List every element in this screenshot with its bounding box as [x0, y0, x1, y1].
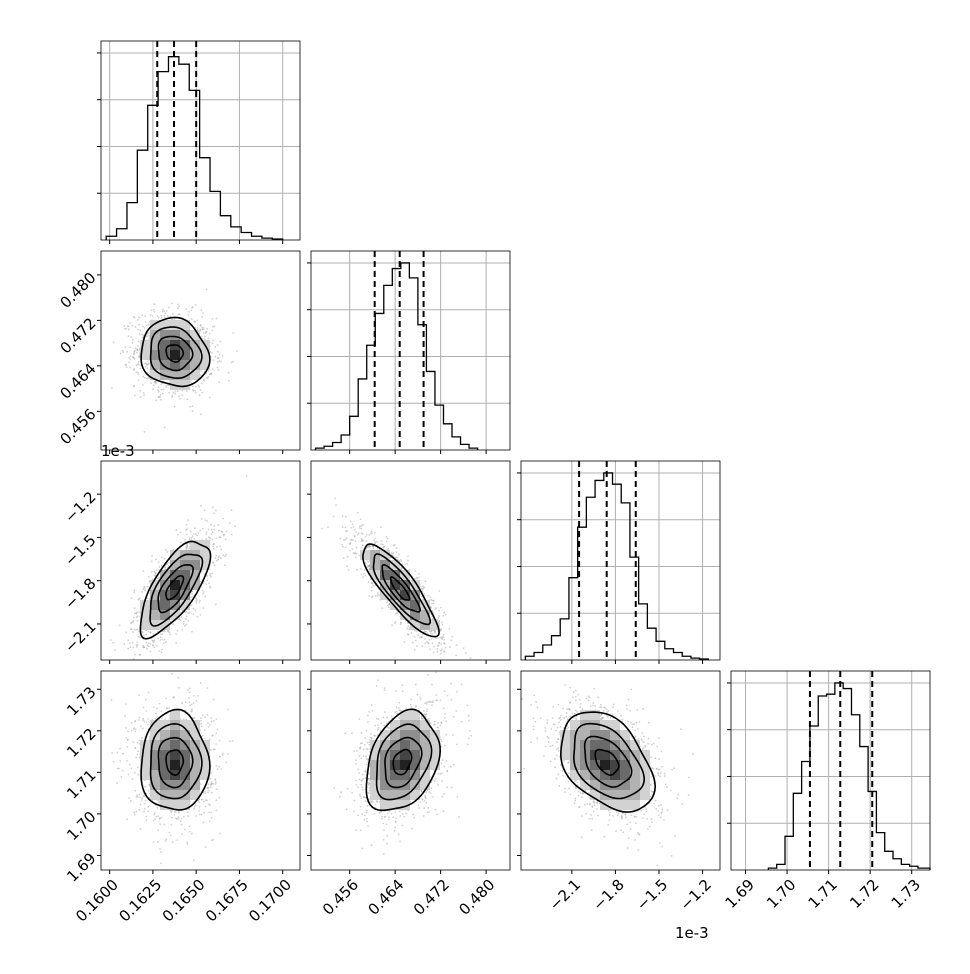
scatter-4-vs-1-ytick-label-1: 1.70	[63, 808, 99, 844]
hist-param-2-plot-area	[311, 251, 510, 450]
scatter-3-vs-1-contour-3	[140, 541, 210, 638]
scatter-4-vs-1-xtick-label-0: 0.1600	[72, 876, 122, 926]
hist-param-4-xtick-label-4: 1.73	[888, 876, 924, 912]
scatter-4-vs-3-xtick-label-0: −2.1	[546, 876, 584, 914]
scatter-4-vs-1-panel: 1.691.701.711.721.730.16000.16250.16500.…	[63, 666, 300, 925]
scatter-4-vs-2-contour-3	[366, 709, 440, 810]
hist-param-1-plot-area	[101, 41, 300, 240]
scatter-2-vs-1-contour-3	[141, 317, 210, 386]
hist-param-4-xtick-label-1: 1.70	[763, 876, 799, 912]
scatter-4-vs-2-xtick-label-1: 0.464	[364, 876, 407, 919]
hist-param-4-xtick-label-2: 1.71	[805, 876, 841, 912]
scatter-4-vs-1-xtick-label-2: 0.1650	[159, 876, 209, 926]
scatter-4-vs-1-ytick-label-4: 1.73	[63, 683, 99, 719]
hist-param-1-frame	[101, 41, 300, 240]
offset-label-x-param-3: 1e-3	[675, 924, 709, 942]
scatter-4-vs-1-plot-area	[111, 666, 234, 864]
scatter-3-vs-1-ytick-label-2: −1.5	[61, 531, 99, 569]
scatter-4-vs-1-xtick-label-3: 0.1675	[202, 876, 252, 926]
hist-param-4-plot-area	[731, 671, 930, 870]
hist-param-3-frame	[521, 461, 720, 660]
scatter-3-vs-1-panel: −2.1 −1.8 −1.5 −1.2	[61, 461, 300, 682]
scatter-4-vs-1-xtick-label-4: 0.1700	[245, 876, 295, 926]
scatter-2-vs-1-ytick-label-0: 0.456	[56, 405, 99, 448]
hist-param-2-panel	[307, 251, 510, 454]
scatter-3-vs-2-frame	[311, 461, 510, 660]
hist-param-3-plot-area	[521, 461, 720, 660]
hist-param-3-panel	[517, 461, 720, 664]
scatter-3-vs-1-ytick-label-3: −1.2	[61, 488, 99, 526]
scatter-4-vs-2-plot-area	[333, 661, 472, 854]
scatter-4-vs-1-ytick-label-3: 1.72	[63, 725, 99, 761]
scatter-2-vs-1-contours	[141, 317, 210, 386]
hist-param-1-step-line	[106, 57, 283, 240]
scatter-3-vs-1-contours	[140, 541, 210, 638]
hist-param-4-frame	[731, 671, 930, 870]
scatter-4-vs-3-xtick-label-1: −1.8	[589, 876, 627, 914]
scatter-4-vs-3-xtick-label-2: −1.5	[633, 876, 671, 914]
scatter-2-vs-1-plot-area	[95, 288, 238, 432]
offset-label-y-param-3: 1e-3	[101, 442, 135, 460]
scatter-2-vs-1-ytick-label-1: 0.464	[56, 360, 99, 403]
scatter-4-vs-3-xtick-label-3: −1.2	[676, 876, 714, 914]
scatter-3-vs-2-panel	[307, 461, 510, 678]
scatter-4-vs-2-contours	[366, 709, 440, 810]
scatter-4-vs-3-panel: −2.1−1.8−1.5−1.2	[517, 647, 720, 915]
scatter-3-vs-1-ytick-label-0: −2.1	[61, 618, 99, 656]
scatter-4-vs-1-ytick-label-2: 1.71	[63, 766, 99, 802]
scatter-2-vs-1-ytick-label-3: 0.480	[56, 269, 99, 312]
scatter-3-vs-2-plot-area	[321, 498, 471, 679]
scatter-3-vs-1-plot-area	[110, 475, 248, 681]
scatter-4-vs-2-xtick-label-0: 0.456	[319, 876, 362, 919]
hist-param-1-panel	[97, 41, 300, 244]
hist-param-4-xtick-label-3: 1.72	[846, 876, 882, 912]
scatter-4-vs-2-xtick-label-3: 0.480	[455, 876, 498, 919]
scatter-4-vs-2-xtick-label-2: 0.472	[410, 876, 453, 919]
scatter-4-vs-1-ytick-label-0: 1.69	[63, 849, 99, 885]
hist-param-4-xtick-label-0: 1.69	[722, 876, 758, 912]
scatter-4-vs-3-contour-3	[561, 712, 655, 812]
scatter-4-vs-1-xtick-label-1: 0.1625	[115, 876, 165, 926]
scatter-4-vs-3-contours	[561, 712, 655, 812]
scatter-3-vs-1-ytick-label-1: −1.8	[61, 575, 99, 613]
scatter-4-vs-3-plot-area	[519, 647, 693, 867]
hist-param-2-frame	[311, 251, 510, 450]
scatter-2-vs-1-ytick-label-2: 0.472	[56, 314, 99, 357]
